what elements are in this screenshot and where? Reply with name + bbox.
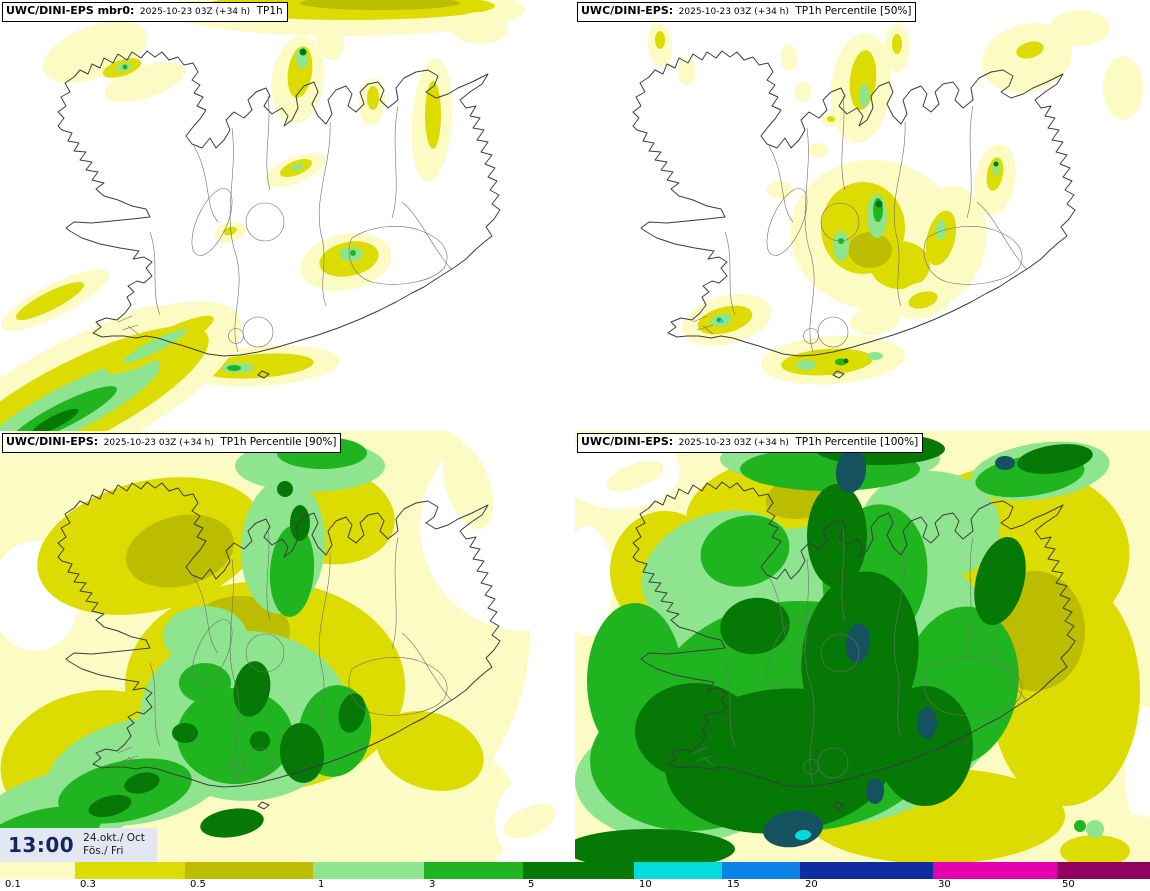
colorbar-segment: 3 xyxy=(424,862,523,891)
colorbar-swatch xyxy=(722,862,800,879)
colorbar-swatch xyxy=(75,862,185,879)
model-label: UWC/DINI-EPS: xyxy=(581,4,674,17)
map-panel-mbr0: UWC/DINI-EPS mbr0: 2025-10-23 03Z (+34 h… xyxy=(0,0,575,431)
colorbar-swatch xyxy=(185,862,313,879)
valid-time-label: 2025-10-23 03Z (+34 h) xyxy=(103,438,214,448)
colorbar-tick-label: 50 xyxy=(1062,879,1075,890)
panel-title-p50: UWC/DINI-EPS: 2025-10-23 03Z (+34 h) TP1… xyxy=(577,2,917,22)
colorbar-tick-label: 30 xyxy=(938,879,951,890)
map-panel-p90: UWC/DINI-EPS: 2025-10-23 03Z (+34 h) TP1… xyxy=(0,431,575,862)
colorbar-swatch xyxy=(523,862,634,879)
colorbar-tick-label: 0.5 xyxy=(190,879,206,890)
colorbar-tick-label: 0.3 xyxy=(80,879,96,890)
colorbar-swatch xyxy=(424,862,523,879)
colorbar-swatch xyxy=(0,862,75,879)
valid-time-label: 2025-10-23 03Z (+34 h) xyxy=(678,7,789,17)
colorbar-swatch xyxy=(634,862,722,879)
param-label: TP1h xyxy=(256,5,283,17)
colorbar-segment: 50 xyxy=(1057,862,1150,891)
param-label: TP1h Percentile [50%] xyxy=(795,5,912,17)
precip-map-p100 xyxy=(575,431,1150,862)
model-label: UWC/DINI-EPS mbr0: xyxy=(6,4,135,17)
clock-day: Fös./ Fri xyxy=(83,844,124,857)
colorbar-swatch xyxy=(800,862,933,879)
panel-title-p100: UWC/DINI-EPS: 2025-10-23 03Z (+34 h) TP1… xyxy=(577,433,924,453)
precip-map-mbr0 xyxy=(0,0,525,431)
colorbar: 0.1 0.3 0.5 1 3 5 10 15 20 30 50 xyxy=(0,862,1150,891)
param-label: TP1h Percentile [90%] xyxy=(220,436,337,448)
clock-time: 13:00 xyxy=(8,832,75,857)
colorbar-segment: 0.1 xyxy=(0,862,75,891)
colorbar-swatch xyxy=(933,862,1057,879)
valid-time-label: 2025-10-23 03Z (+34 h) xyxy=(678,438,789,448)
colorbar-segment: 10 xyxy=(634,862,722,891)
colorbar-tick-label: 20 xyxy=(805,879,818,890)
map-panel-p100: UWC/DINI-EPS: 2025-10-23 03Z (+34 h) TP1… xyxy=(575,431,1150,862)
clock-box: 13:00 24.okt./ Oct Fös./ Fri xyxy=(0,828,157,862)
colorbar-segment: 0.5 xyxy=(185,862,313,891)
colorbar-swatch xyxy=(313,862,424,879)
colorbar-segment: 20 xyxy=(800,862,933,891)
colorbar-tick-label: 5 xyxy=(528,879,535,890)
colorbar-tick-label: 10 xyxy=(639,879,652,890)
panel-title-p90: UWC/DINI-EPS: 2025-10-23 03Z (+34 h) TP1… xyxy=(2,433,342,453)
colorbar-tick-label: 1 xyxy=(318,879,325,890)
clock-date: 24.okt./ Oct xyxy=(83,831,145,844)
panel-title-mbr0: UWC/DINI-EPS mbr0: 2025-10-23 03Z (+34 h… xyxy=(2,2,288,22)
colorbar-tick-label: 0.1 xyxy=(5,879,21,890)
colorbar-swatch xyxy=(1057,862,1150,879)
model-label: UWC/DINI-EPS: xyxy=(6,435,99,448)
precip-map-p90 xyxy=(0,431,575,862)
model-label: UWC/DINI-EPS: xyxy=(581,435,674,448)
colorbar-segment: 15 xyxy=(722,862,800,891)
param-label: TP1h Percentile [100%] xyxy=(795,436,919,448)
map-panel-p50: UWC/DINI-EPS: 2025-10-23 03Z (+34 h) TP1… xyxy=(575,0,1150,431)
colorbar-tick-label: 3 xyxy=(429,879,436,890)
map-grid: UWC/DINI-EPS mbr0: 2025-10-23 03Z (+34 h… xyxy=(0,0,1150,862)
colorbar-segment: 0.3 xyxy=(75,862,185,891)
colorbar-segment: 30 xyxy=(933,862,1057,891)
colorbar-tick-label: 15 xyxy=(727,879,740,890)
colorbar-segment: 1 xyxy=(313,862,424,891)
valid-time-label: 2025-10-23 03Z (+34 h) xyxy=(139,7,251,17)
precip-map-p50 xyxy=(632,10,1143,385)
colorbar-segment: 5 xyxy=(523,862,634,891)
